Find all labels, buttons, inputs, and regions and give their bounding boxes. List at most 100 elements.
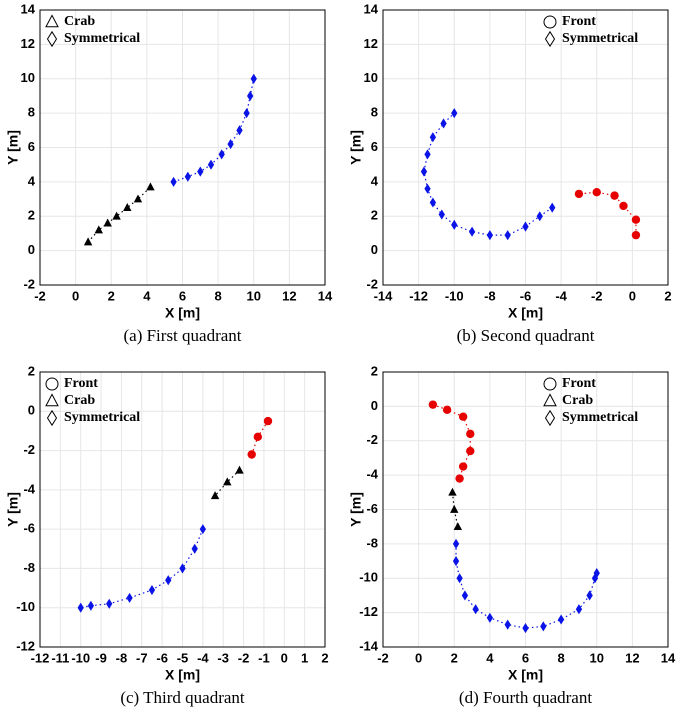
x-tick-label: 2 [664,288,671,303]
x-tick-label: -14 [374,288,394,303]
x-axis-label: X [m] [165,667,200,683]
legend-label: Symmetrical [64,410,140,425]
x-tick-label: -12 [409,288,428,303]
marker [452,556,460,567]
legend-label: Symmetrical [562,31,638,46]
marker [223,477,232,486]
marker [504,619,511,630]
marker [243,108,250,119]
x-tick-label: -2 [34,288,46,303]
legend-symbol [544,409,556,427]
marker [586,590,593,601]
y-tick-label: 6 [371,139,378,154]
y-tick-label: -12 [16,638,35,653]
marker [133,194,143,203]
marker [592,187,601,197]
legend-symbol [46,409,58,427]
x-tick-label: 14 [661,650,676,665]
legend-label: Crab [562,393,593,408]
marker [199,524,207,535]
caption: (a) First quadrant [123,326,241,345]
marker [442,405,452,415]
x-tick-label: -2 [238,650,250,665]
marker [631,230,641,240]
y-tick-label: 0 [28,242,35,257]
legend-symbol [543,15,557,29]
x-tick-label: -7 [136,650,148,665]
plot-frame [382,9,669,286]
marker [466,446,475,456]
x-tick-label: 0 [72,288,79,303]
y-tick-label: 2 [371,363,378,378]
marker [247,90,254,101]
legend-label: Front [562,376,596,391]
marker [424,183,431,194]
x-tick-label: -10 [445,288,464,303]
x-tick-label: 6 [179,288,186,303]
y-tick-label: 0 [371,398,378,413]
trajectory-line [87,186,151,243]
marker [536,211,543,222]
y-tick-label: 6 [28,139,35,154]
x-tick-label: 4 [143,288,151,303]
y-tick-label: 0 [28,403,35,418]
legend-label: Symmetrical [64,31,140,46]
marker [575,604,583,615]
marker [126,592,133,603]
marker [631,215,641,224]
marker [453,522,463,531]
x-tick-label: -8 [116,650,128,665]
caption: (b) Second quadrant [457,326,595,345]
x-tick-label: 12 [625,650,639,665]
marker [448,487,457,496]
marker [236,125,243,136]
marker [450,504,459,513]
marker [148,584,156,596]
y-tick-label: -6 [366,501,378,516]
marker [574,189,584,199]
marker [424,149,431,160]
marker [123,203,132,212]
marker [461,590,469,601]
y-tick-label: -2 [366,432,378,447]
x-axis-label: X [m] [508,667,543,683]
marker [420,166,428,177]
x-tick-label: -6 [156,650,168,665]
marker [428,400,438,409]
y-tick-label: -4 [23,481,35,496]
marker [247,450,256,459]
x-tick-label: 14 [318,288,333,303]
x-tick-label: -2 [591,288,603,303]
marker [197,166,204,177]
legend-label: Crab [64,393,95,408]
caption: (d) Fourth quadrant [459,688,592,707]
x-tick-label: -12 [31,650,50,665]
plot-frame [39,9,326,286]
marker [549,202,556,213]
x-tick-label: -9 [95,650,107,665]
marker [593,568,600,579]
marker [227,139,234,150]
marker [466,429,475,439]
x-tick-label: -6 [520,288,532,303]
y-axis-label: Y [m] [348,492,364,527]
plot-frame [39,371,326,648]
marker [619,201,628,211]
y-tick-label: 4 [28,173,36,188]
y-axis-label: Y [m] [5,492,21,527]
x-tick-label: 8 [215,288,222,303]
trajectory-line [451,492,459,527]
x-tick-label: -2 [377,650,389,665]
trajectory-line [173,78,255,183]
marker [557,614,565,625]
x-axis-label: X [m] [165,305,200,321]
legend-symbol [45,14,59,28]
marker [610,191,619,200]
legend-label: Front [64,376,98,391]
legend-symbol [544,30,556,48]
trajectory-line [455,543,598,629]
marker [429,132,437,143]
marker [486,230,494,241]
legend-symbol [45,393,59,407]
